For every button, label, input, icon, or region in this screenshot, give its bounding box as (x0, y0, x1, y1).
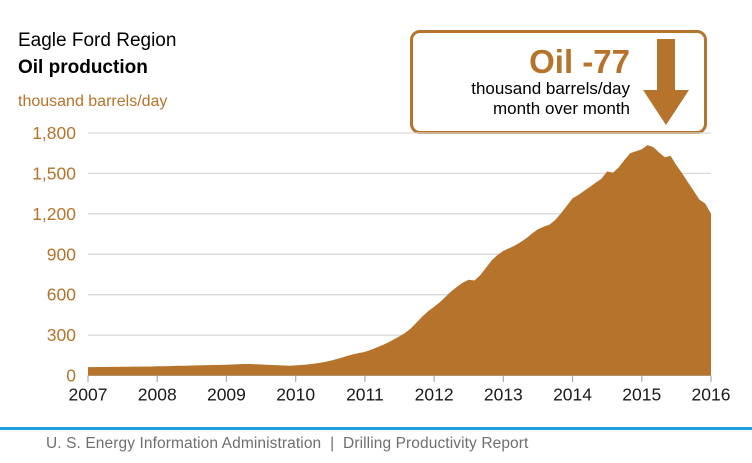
x-tick-label: 2007 (69, 385, 108, 405)
x-tick-label: 2014 (553, 385, 592, 405)
x-tick-label: 2013 (484, 385, 523, 405)
month-over-month-callout: Oil -77 thousand barrels/day month over … (410, 30, 707, 134)
y-tick-label: 600 (47, 285, 76, 305)
footer-divider (0, 427, 752, 430)
x-tick-label: 2015 (622, 385, 661, 405)
callout-text-block: Oil -77 thousand barrels/day month over … (471, 45, 630, 119)
x-tick-label: 2012 (415, 385, 454, 405)
x-tick-label: 2016 (692, 385, 731, 405)
callout-period-line: month over month (492, 98, 630, 118)
y-tick-label: 1,800 (32, 123, 76, 143)
y-tick-label: 1,200 (32, 204, 76, 224)
x-tick-label: 2010 (276, 385, 315, 405)
footer-attribution: U. S. Energy Information Administration … (46, 435, 529, 452)
down-arrow-icon (643, 39, 689, 125)
metric-title: Oil production (18, 57, 148, 78)
y-tick-label: 300 (47, 325, 76, 345)
y-axis-units-label: thousand barrels/day (18, 93, 168, 110)
x-tick-label: 2011 (346, 385, 384, 405)
region-title: Eagle Ford Region (18, 30, 177, 51)
y-tick-label: 0 (66, 366, 76, 386)
x-tick-label: 2009 (207, 385, 246, 405)
callout-units-line: thousand barrels/day (471, 78, 630, 98)
y-tick-label: 900 (47, 244, 76, 264)
production-area (88, 145, 711, 376)
callout-headline: Oil -77 (529, 43, 630, 81)
x-tick-label: 2008 (138, 385, 177, 405)
y-tick-label: 1,500 (32, 163, 76, 183)
